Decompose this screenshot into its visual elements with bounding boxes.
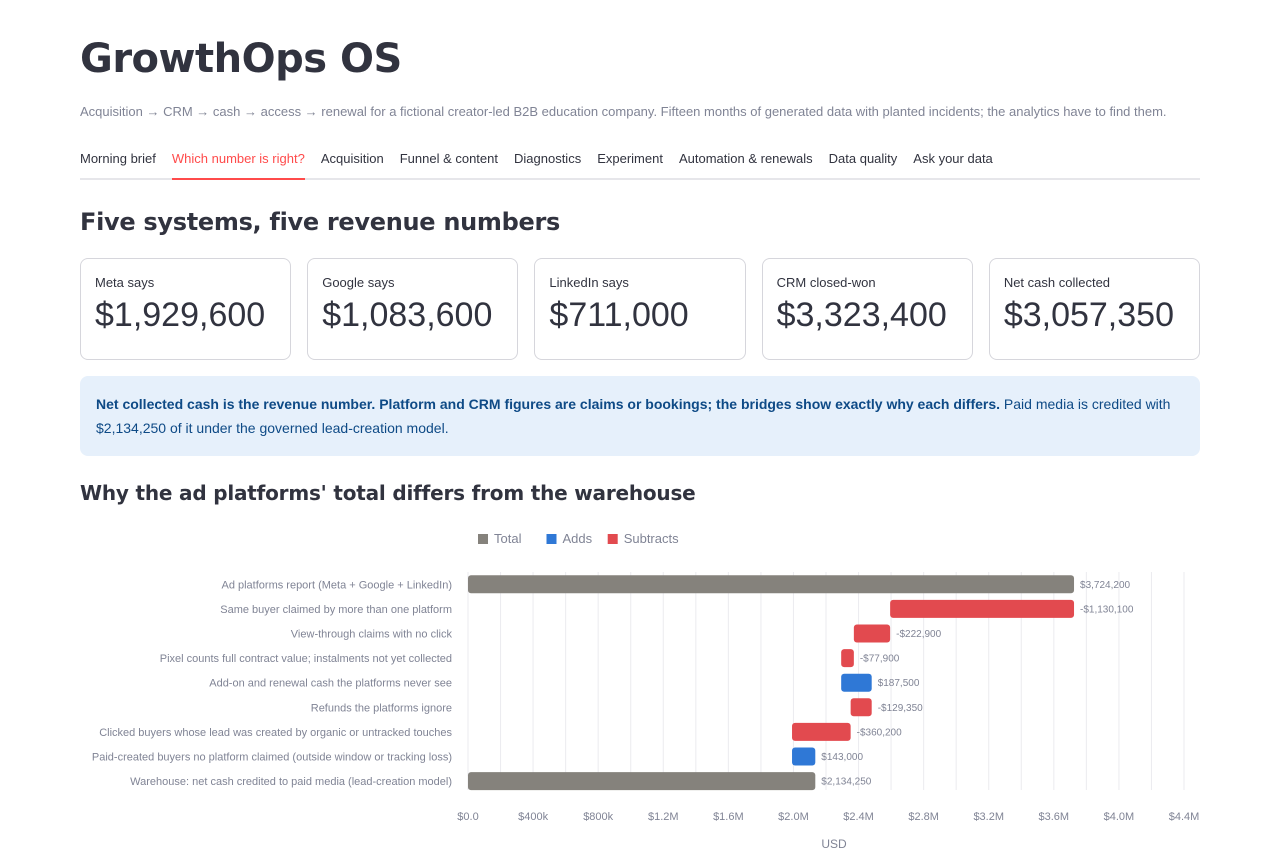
metric-value: $3,323,400 <box>776 296 947 334</box>
metric-label: Google says <box>322 275 395 290</box>
metric-label: Meta says <box>95 275 155 290</box>
metric-value: $711,000 <box>549 296 689 334</box>
x-tick-label: $400k <box>518 811 548 823</box>
waterfall-bar <box>468 772 816 791</box>
metric-card-meta: Meta says $1,929,600 <box>80 258 292 360</box>
tab-automation-renewals[interactable]: Automation & renewals <box>678 151 813 166</box>
x-tick-label: $0.0 <box>457 811 478 823</box>
tab-ask-your-data[interactable]: Ask your data <box>913 151 993 166</box>
info-callout: Net collected cash is the revenue number… <box>80 376 1200 456</box>
app-subtitle: Acquisition → CRM → cash → access → rene… <box>80 104 1167 119</box>
category-label: Paid-created buyers no platform claimed … <box>92 752 452 764</box>
metric-label: Net cash collected <box>1003 275 1111 290</box>
app-title: GrowthOps OS <box>80 36 402 82</box>
waterfall-bar <box>841 649 854 668</box>
category-label: Refunds the platforms ignore <box>311 702 452 714</box>
category-label: Add-on and renewal cash the platforms ne… <box>209 678 452 690</box>
legend-swatch-total <box>478 534 488 544</box>
value-label: $3,724,200 <box>1080 580 1130 591</box>
value-label: $143,000 <box>821 752 863 763</box>
x-tick-label: $4.4M <box>1169 811 1200 823</box>
tab-bar: Morning brief Which number is right? Acq… <box>80 146 1200 180</box>
category-label: Pixel counts full contract value; instal… <box>160 653 452 665</box>
waterfall-bar <box>792 747 816 766</box>
metric-card-linkedin: LinkedIn says $711,000 <box>534 258 746 360</box>
category-label: Warehouse: net cash credited to paid med… <box>130 776 452 788</box>
tab-funnel-content[interactable]: Funnel & content <box>399 151 498 166</box>
x-tick-label: $800k <box>583 811 613 823</box>
legend-label-total: Total <box>494 531 522 546</box>
x-tick-label: $2.4M <box>843 811 874 823</box>
waterfall-chart: Total Adds Subtracts Ad platforms report (M… <box>92 531 1200 851</box>
metric-value: $3,057,350 <box>1003 296 1174 334</box>
x-tick-label: $1.6M <box>713 811 744 823</box>
tab-data-quality[interactable]: Data quality <box>828 151 898 166</box>
x-tick-label: $4.0M <box>1104 811 1135 823</box>
value-label: -$129,350 <box>878 703 923 714</box>
tab-diagnostics[interactable]: Diagnostics <box>514 151 582 166</box>
section-title-revenue-numbers: Five systems, five revenue numbers <box>80 208 560 236</box>
metric-card-google: Google says $1,083,600 <box>307 258 519 360</box>
metric-value: $1,083,600 <box>322 296 493 334</box>
value-label: -$360,200 <box>857 727 902 738</box>
category-label: View-through claims with no click <box>291 629 453 641</box>
metric-cards: Meta says $1,929,600 Google says $1,083,… <box>80 258 1201 360</box>
x-axis-title: USD <box>821 837 847 851</box>
tab-which-number-is-right[interactable]: Which number is right? <box>171 146 305 180</box>
waterfall-bar <box>792 722 851 741</box>
category-label: Same buyer claimed by more than one plat… <box>220 604 452 616</box>
metric-label: LinkedIn says <box>549 275 629 290</box>
metric-value: $1,929,600 <box>95 296 266 334</box>
section-title-bridge: Why the ad platforms' total differs from… <box>80 481 696 505</box>
waterfall-bar <box>850 698 872 717</box>
x-tick-label: $3.6M <box>1039 811 1070 823</box>
category-label: Ad platforms report (Meta + Google + Lin… <box>221 579 452 591</box>
legend-swatch-adds <box>546 534 557 544</box>
x-tick-label: $2.8M <box>908 811 939 823</box>
info-callout-bold: Net collected cash is the revenue number… <box>96 396 1001 412</box>
value-label: -$77,900 <box>860 654 900 665</box>
x-tick-label: $1.2M <box>648 811 679 823</box>
value-label: -$1,130,100 <box>1080 604 1134 615</box>
tab-acquisition[interactable]: Acquisition <box>320 151 384 166</box>
legend-label-adds: Adds <box>563 531 593 546</box>
value-label: -$222,900 <box>896 629 941 640</box>
category-label: Clicked buyers whose lead was created by… <box>99 727 452 739</box>
waterfall-bar <box>890 599 1075 618</box>
value-label: $2,134,250 <box>821 777 871 788</box>
metric-label: CRM closed-won <box>776 275 876 290</box>
tab-morning-brief[interactable]: Morning brief <box>80 151 156 166</box>
legend-swatch-subtracts <box>607 534 618 544</box>
metric-card-net-cash: Net cash collected $3,057,350 <box>988 258 1201 360</box>
value-label: $187,500 <box>878 678 920 689</box>
waterfall-bar <box>468 575 1075 594</box>
x-tick-label: $3.2M <box>973 811 1004 823</box>
waterfall-bar <box>853 624 891 643</box>
metric-card-crm: CRM closed-won $3,323,400 <box>761 258 973 360</box>
legend-label-subtracts: Subtracts <box>624 531 679 546</box>
tab-experiment[interactable]: Experiment <box>597 151 663 166</box>
waterfall-bar <box>841 673 872 692</box>
x-tick-label: $2.0M <box>778 811 809 823</box>
info-callout-text: Paid media is credited with $2,134,250 o… <box>96 396 1171 436</box>
